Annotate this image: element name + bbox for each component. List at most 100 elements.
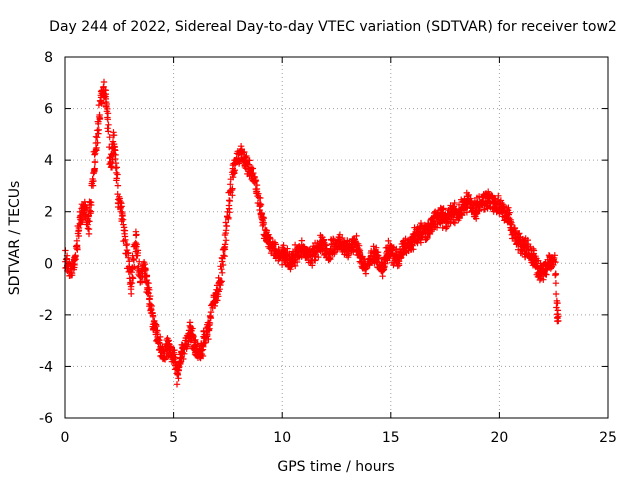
x-tick-label: 5 xyxy=(169,430,178,446)
data-point xyxy=(473,215,480,222)
data-point xyxy=(180,355,187,363)
data-point xyxy=(123,240,131,248)
data-point xyxy=(92,150,99,157)
data-series-sdtvar xyxy=(62,78,562,388)
data-point xyxy=(226,209,233,216)
data-point xyxy=(252,177,260,185)
data-point xyxy=(104,105,111,113)
data-point xyxy=(167,343,175,350)
data-point xyxy=(207,314,214,322)
data-point xyxy=(118,200,125,207)
y-axis-label: SDTVAR / TECUs xyxy=(7,181,23,296)
data-point xyxy=(465,191,472,199)
data-point xyxy=(222,237,230,244)
data-point xyxy=(253,181,261,189)
data-point xyxy=(112,159,120,167)
data-point xyxy=(102,95,109,103)
data-point xyxy=(410,246,417,253)
data-point xyxy=(113,169,120,177)
x-tick-label: 25 xyxy=(599,430,617,446)
data-point xyxy=(121,233,129,240)
data-point xyxy=(439,224,446,231)
data-point xyxy=(121,227,129,234)
data-point xyxy=(258,210,265,217)
data-point xyxy=(130,256,138,264)
data-point xyxy=(395,262,403,269)
data-point xyxy=(380,266,388,273)
data-point xyxy=(95,126,102,134)
data-point xyxy=(133,243,140,250)
data-point xyxy=(451,199,458,207)
data-point xyxy=(552,258,559,266)
data-point xyxy=(256,203,264,210)
data-point xyxy=(71,264,78,271)
data-point xyxy=(100,78,108,86)
data-point xyxy=(292,262,299,270)
data-point xyxy=(113,164,120,171)
data-point xyxy=(223,222,230,230)
data-point xyxy=(104,125,111,132)
data-point xyxy=(284,245,291,252)
data-point xyxy=(102,87,109,94)
data-point xyxy=(205,326,212,333)
data-point xyxy=(226,197,233,205)
data-point xyxy=(127,283,135,290)
data-point xyxy=(497,197,505,204)
data-point xyxy=(356,247,364,254)
data-point xyxy=(218,278,225,285)
data-point xyxy=(132,239,139,247)
data-point xyxy=(554,317,561,325)
data-point xyxy=(119,216,127,223)
data-point xyxy=(433,224,441,231)
data-point xyxy=(385,237,392,245)
data-point xyxy=(508,221,515,228)
data-point xyxy=(83,204,90,211)
data-point xyxy=(98,99,106,107)
data-point xyxy=(129,275,137,282)
data-point xyxy=(128,290,135,297)
data-point xyxy=(94,139,101,146)
data-point xyxy=(175,375,182,382)
data-point xyxy=(506,209,513,216)
data-point xyxy=(84,225,92,232)
data-point xyxy=(339,234,346,242)
data-point xyxy=(106,134,113,141)
data-point xyxy=(222,219,229,226)
data-point xyxy=(321,241,329,248)
data-point xyxy=(551,252,558,259)
data-point xyxy=(93,147,100,154)
data-point xyxy=(114,182,122,189)
data-point xyxy=(85,230,93,238)
data-point xyxy=(133,231,140,238)
data-point xyxy=(443,223,451,231)
data-point xyxy=(204,332,211,339)
y-tick-label: 6 xyxy=(44,102,53,118)
y-tick-label: -2 xyxy=(39,308,53,324)
data-point xyxy=(451,219,459,227)
data-point xyxy=(250,169,257,177)
plot-frame xyxy=(64,56,609,419)
data-point xyxy=(200,343,207,350)
data-point xyxy=(218,266,225,273)
y-tick-label: 2 xyxy=(44,205,53,221)
data-point xyxy=(152,321,160,328)
data-point xyxy=(516,230,523,237)
grid-lines xyxy=(65,57,608,418)
data-point xyxy=(503,205,511,213)
data-point xyxy=(243,152,250,160)
data-point xyxy=(134,252,141,259)
data-point xyxy=(113,175,120,182)
data-point xyxy=(500,203,507,211)
data-point xyxy=(272,241,279,248)
data-point xyxy=(189,325,196,332)
data-point xyxy=(108,163,115,170)
data-point xyxy=(96,111,103,119)
x-tick-label: 20 xyxy=(490,430,508,446)
data-point xyxy=(231,167,238,174)
data-point xyxy=(146,292,154,300)
data-point xyxy=(199,352,207,360)
data-point xyxy=(373,244,380,251)
data-point xyxy=(105,128,112,135)
data-point xyxy=(219,261,227,269)
